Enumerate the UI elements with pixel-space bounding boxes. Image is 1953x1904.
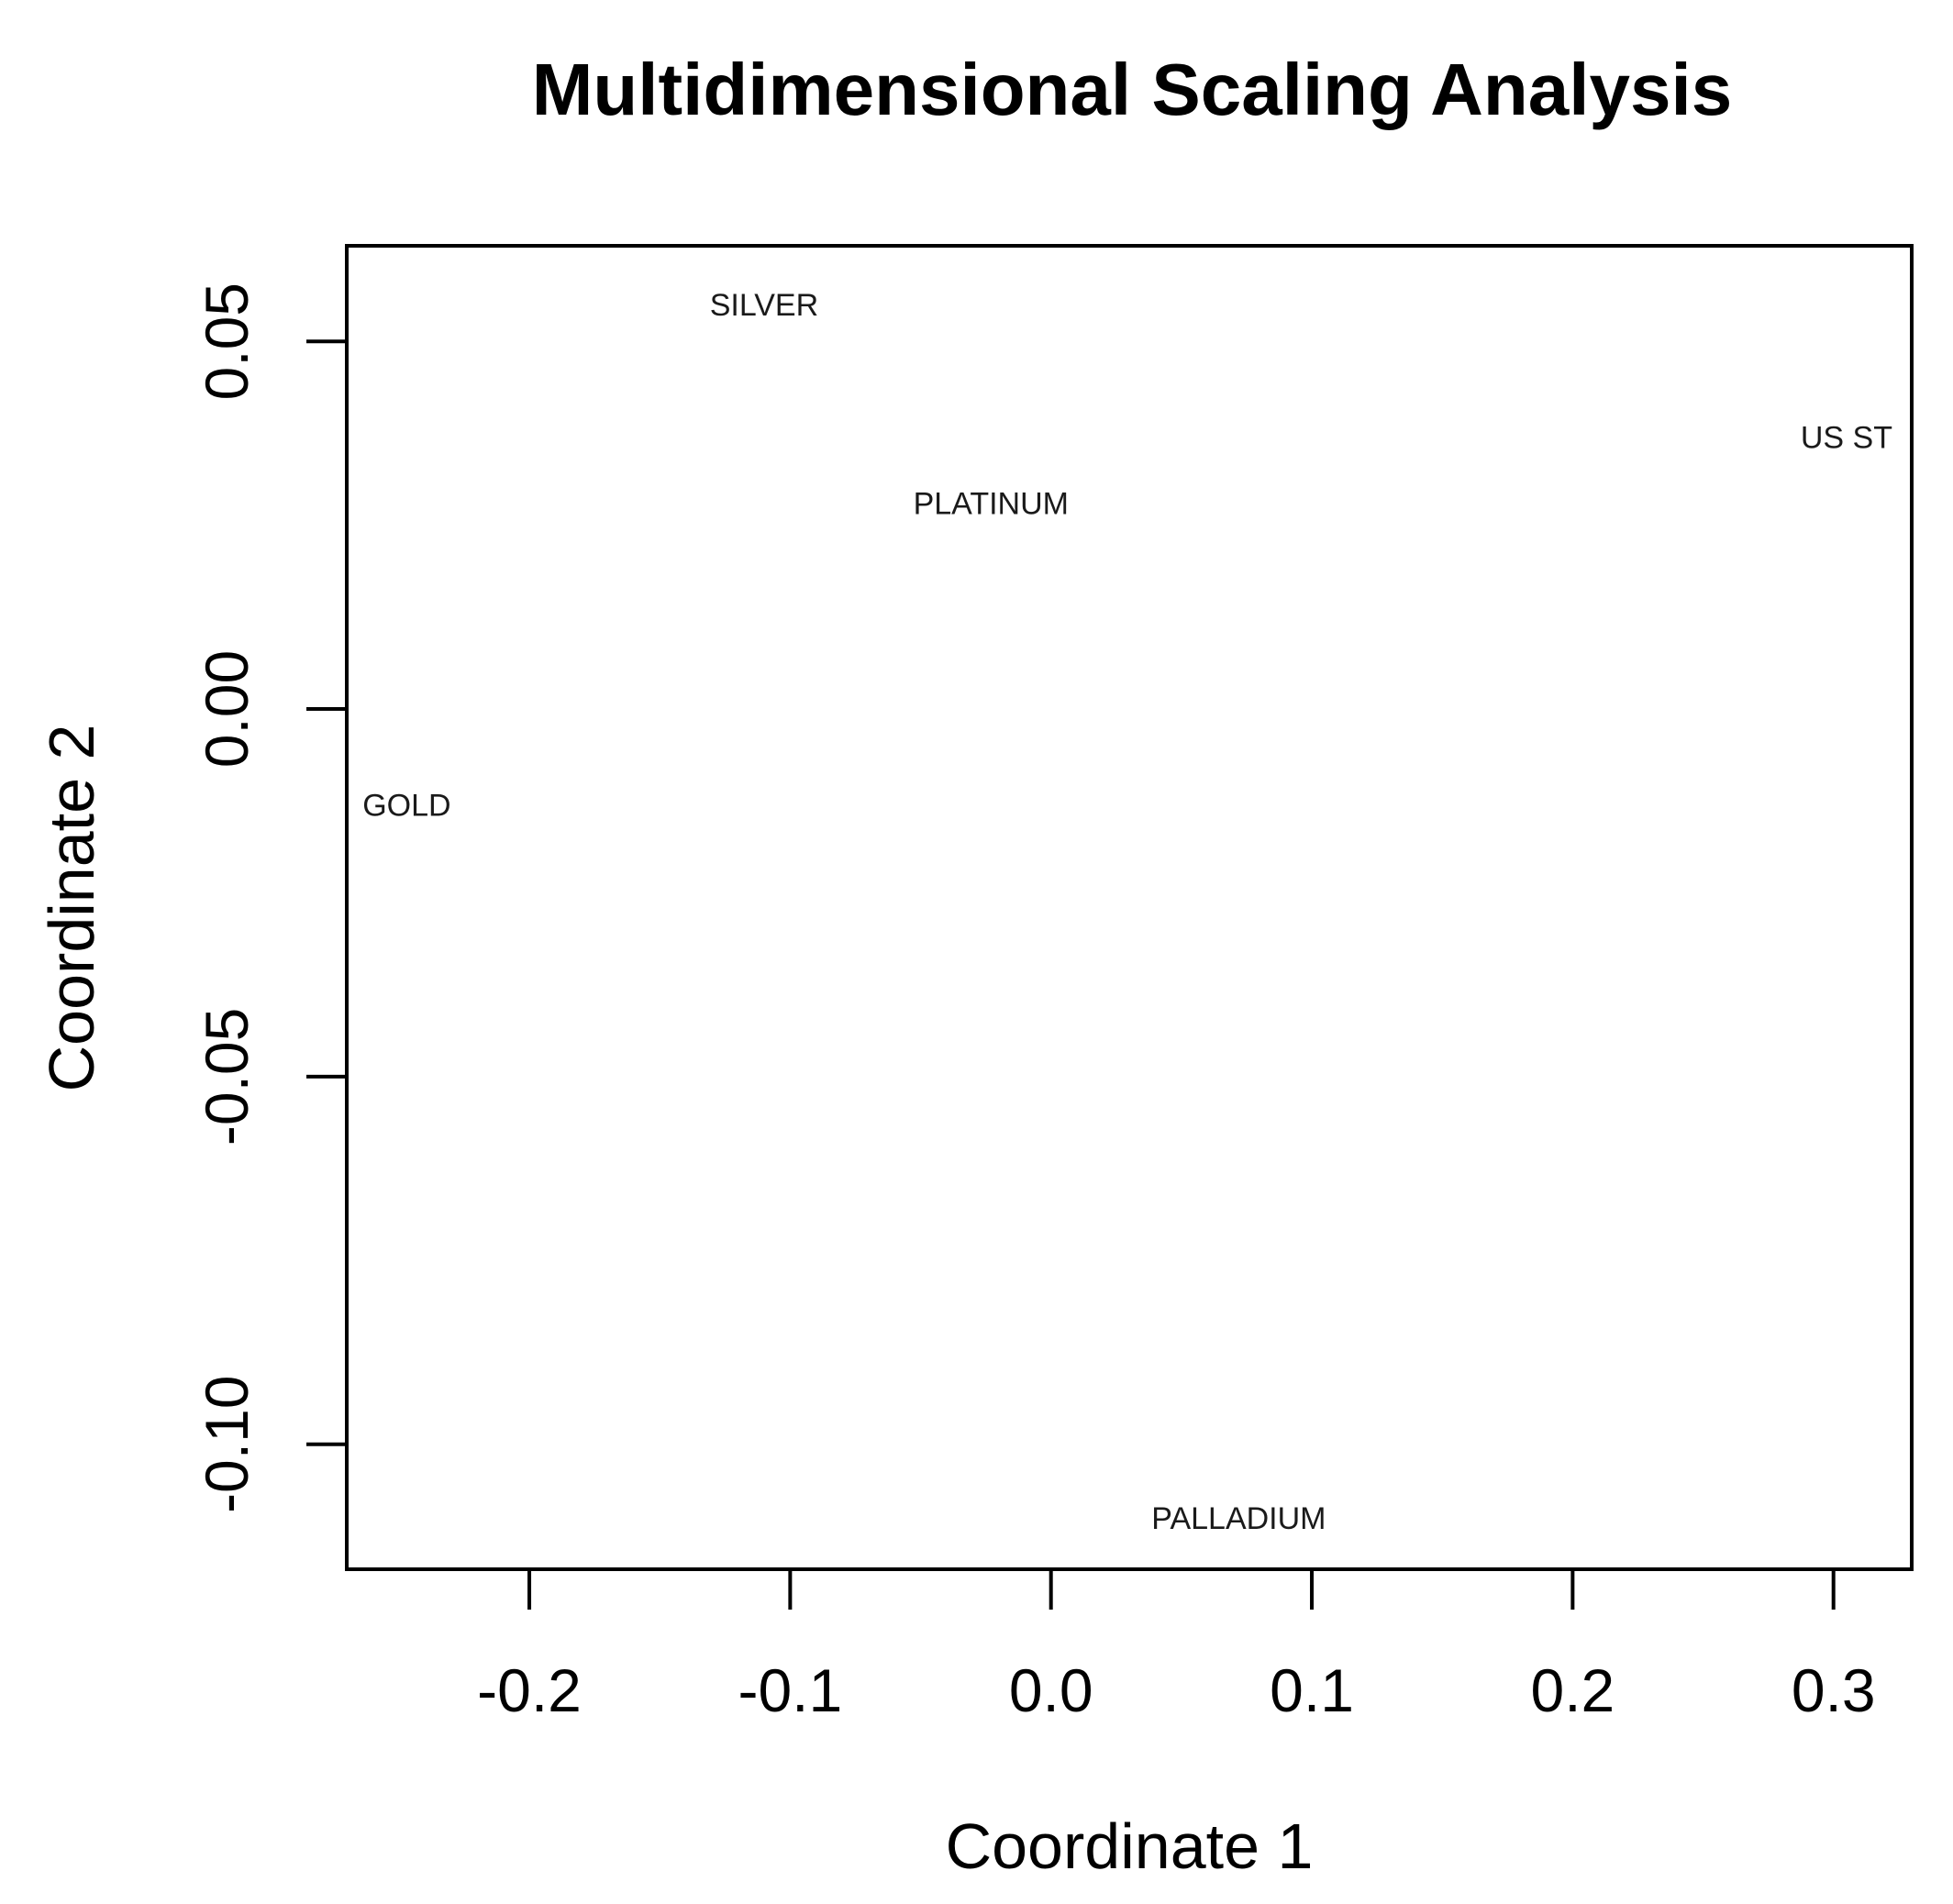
x-tick-label: 0.2 — [1530, 1656, 1615, 1724]
x-tick-label: 0.1 — [1270, 1656, 1354, 1724]
x-tick-label: -0.1 — [738, 1656, 842, 1724]
point-label-palladium: PALLADIUM — [1151, 1501, 1326, 1536]
chart-title: Multidimensional Scaling Analysis — [532, 49, 1732, 130]
x-tick-label: -0.2 — [477, 1656, 582, 1724]
point-label-platinum: PLATINUM — [914, 487, 1069, 522]
point-labels: SILVER US ST PLATINUM GOLD PALLADIUM — [362, 288, 1892, 1536]
point-label-us-st: US ST — [1801, 420, 1892, 455]
point-label-silver: SILVER — [710, 288, 818, 323]
y-axis-label: Coordinate 2 — [36, 725, 107, 1092]
x-axis: -0.2 -0.1 0.0 0.1 0.2 0.3 — [477, 1569, 1876, 1724]
y-tick-label: 0.05 — [193, 282, 261, 400]
x-tick-label: 0.3 — [1792, 1656, 1876, 1724]
x-axis-label: Coordinate 1 — [946, 1810, 1314, 1882]
point-label-gold: GOLD — [362, 788, 450, 823]
y-tick-label: -0.05 — [193, 1008, 261, 1146]
y-axis: 0.05 0.00 -0.05 -0.10 — [193, 282, 347, 1513]
y-tick-label: -0.10 — [193, 1375, 261, 1512]
x-tick-label: 0.0 — [1009, 1656, 1093, 1724]
y-tick-label: 0.00 — [193, 650, 261, 768]
plot-frame — [345, 244, 1914, 1571]
